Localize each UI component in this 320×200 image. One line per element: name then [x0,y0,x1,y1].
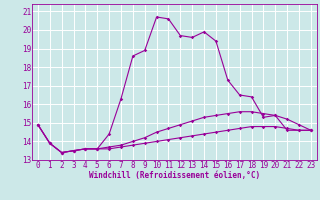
X-axis label: Windchill (Refroidissement éolien,°C): Windchill (Refroidissement éolien,°C) [89,171,260,180]
